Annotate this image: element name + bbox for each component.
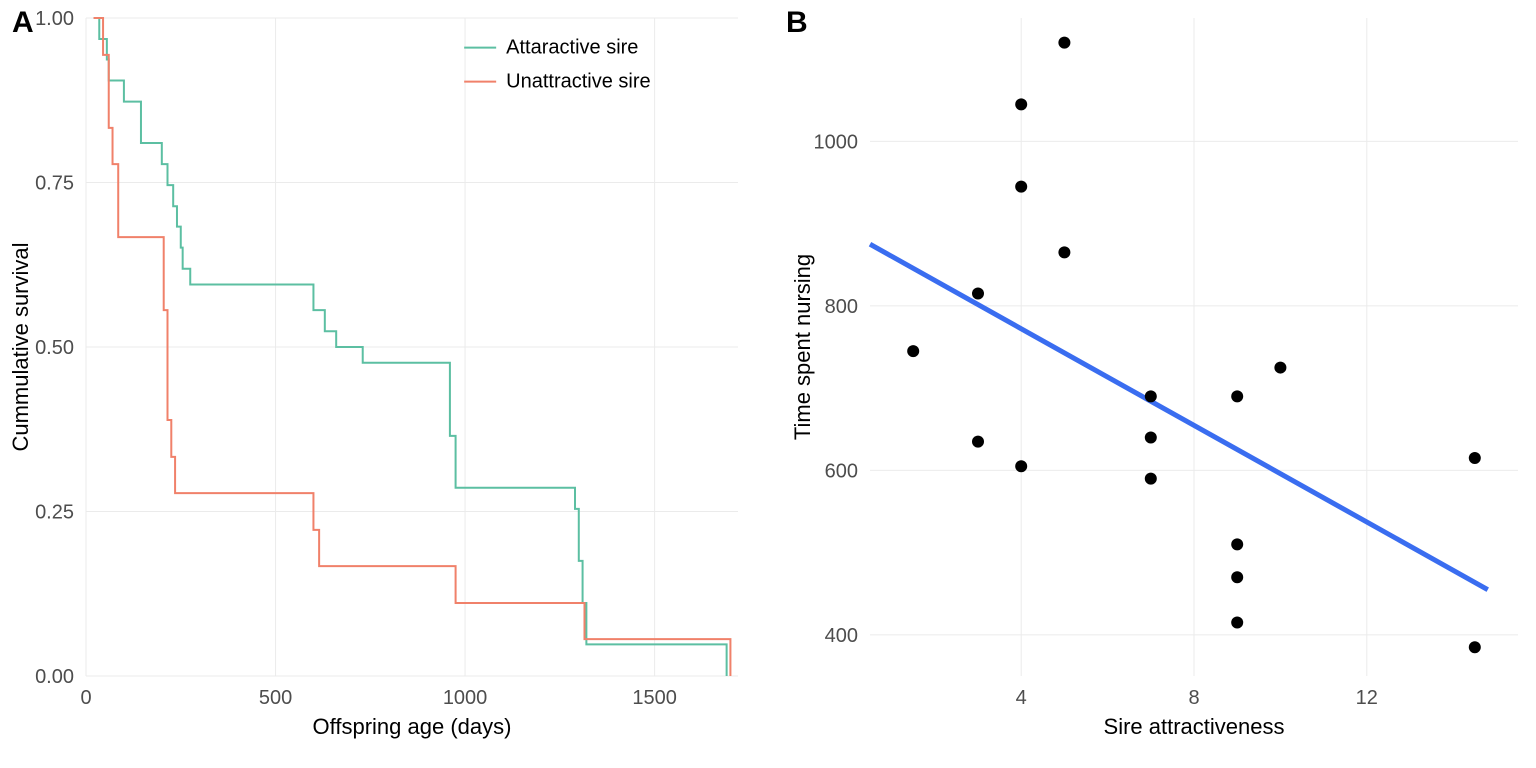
figure: A B 0500100015000.000.250.500.751.00Offs…	[0, 0, 1536, 768]
x-axis-title: Offspring age (days)	[313, 714, 512, 739]
data-point	[1058, 37, 1070, 49]
data-point	[1469, 452, 1481, 464]
legend-label: Unattractive sire	[506, 71, 651, 93]
svg-text:1000: 1000	[443, 687, 488, 709]
svg-text:8: 8	[1188, 687, 1199, 709]
svg-text:800: 800	[825, 296, 858, 318]
legend-label: Attaractive sire	[506, 37, 638, 59]
data-point	[1231, 390, 1243, 402]
data-point	[1145, 390, 1157, 402]
data-point	[1145, 473, 1157, 485]
svg-text:0: 0	[80, 687, 91, 709]
svg-text:500: 500	[259, 687, 292, 709]
data-point	[1231, 617, 1243, 629]
data-point	[972, 436, 984, 448]
svg-text:1500: 1500	[632, 687, 677, 709]
svg-text:1000: 1000	[814, 131, 859, 153]
data-point	[1145, 431, 1157, 443]
regression-line	[870, 244, 1488, 589]
y-axis-title: Time spent nursing	[790, 254, 815, 440]
data-point	[972, 288, 984, 300]
svg-text:1.00: 1.00	[35, 8, 74, 30]
data-point	[1015, 181, 1027, 193]
svg-text:400: 400	[825, 625, 858, 647]
svg-text:0.50: 0.50	[35, 337, 74, 359]
y-axis-title: Cummulative survival	[8, 242, 33, 451]
data-point	[1015, 98, 1027, 110]
data-point	[1015, 460, 1027, 472]
svg-text:600: 600	[825, 460, 858, 482]
data-point	[1231, 538, 1243, 550]
x-axis-title: Sire attractiveness	[1104, 714, 1285, 739]
panel-b-chart: 4 8 12 400 600 800 1000 Sire attractiveness Time…	[768, 0, 1536, 768]
data-point	[907, 345, 919, 357]
data-point	[1469, 641, 1481, 653]
svg-text:4: 4	[1016, 687, 1027, 709]
data-point	[1274, 362, 1286, 374]
svg-text:0.75: 0.75	[35, 173, 74, 195]
data-point	[1231, 571, 1243, 583]
svg-text:12: 12	[1356, 687, 1378, 709]
data-point	[1058, 246, 1070, 258]
svg-text:0.25: 0.25	[35, 502, 74, 524]
panel-a-chart: 0 500 1000 1500 0.00 0.25 0.50 0.75 1.00 Offsprin…	[0, 0, 768, 768]
svg-text:0.00: 0.00	[35, 666, 74, 688]
